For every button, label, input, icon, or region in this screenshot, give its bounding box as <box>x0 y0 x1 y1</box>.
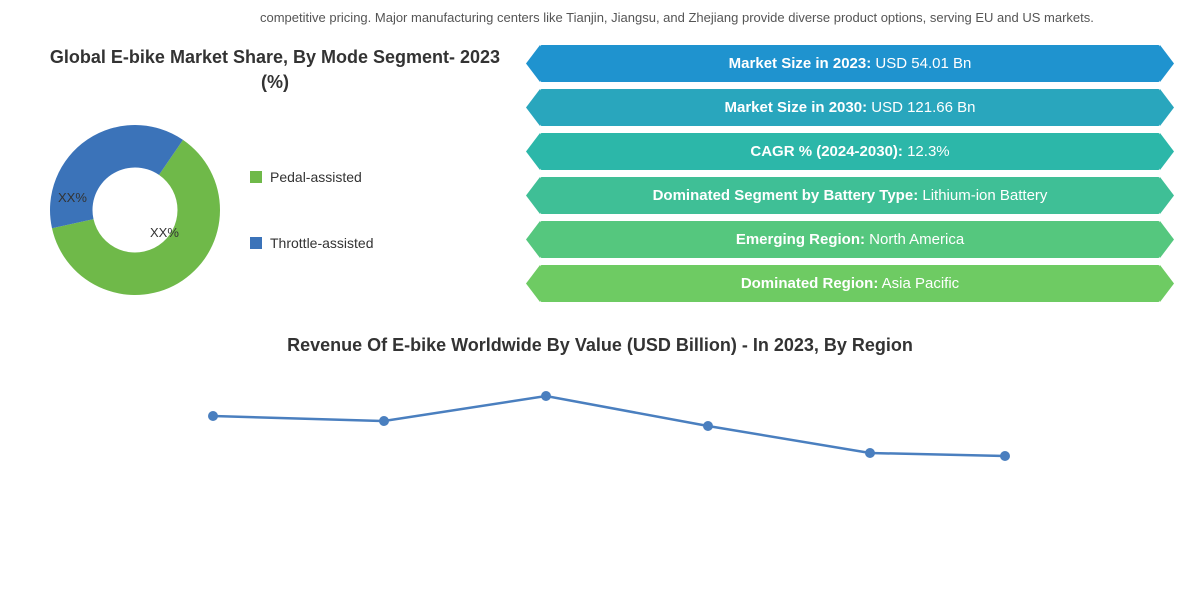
pie-slice-label: XX% <box>150 225 179 240</box>
stat-value: USD 121.66 Bn <box>867 99 975 116</box>
pie-column: Global E-bike Market Share, By Mode Segm… <box>40 45 510 305</box>
stat-value: North America <box>865 231 964 248</box>
main-content-row: Global E-bike Market Share, By Mode Segm… <box>40 45 1160 305</box>
legend-swatch <box>250 237 262 249</box>
legend-item: Pedal-assisted <box>250 169 373 185</box>
stat-bar: Market Size in 2030: USD 121.66 Bn <box>540 89 1160 126</box>
line-marker <box>541 391 551 401</box>
stat-value: 12.3% <box>903 143 950 160</box>
stat-value: USD 54.01 Bn <box>871 55 971 72</box>
line-chart-title: Revenue Of E-bike Worldwide By Value (US… <box>40 335 1160 356</box>
stat-label: Dominated Segment by Battery Type: <box>653 187 919 204</box>
line-chart <box>150 371 1050 471</box>
donut-chart: XX% XX% <box>40 115 230 305</box>
legend-label: Throttle-assisted <box>270 235 373 251</box>
stat-bar: CAGR % (2024-2030): 12.3% <box>540 133 1160 170</box>
stat-bar: Dominated Region: Asia Pacific <box>540 265 1160 302</box>
stat-label: CAGR % (2024-2030): <box>750 143 903 160</box>
stat-bar: Market Size in 2023: USD 54.01 Bn <box>540 45 1160 82</box>
line-marker <box>379 416 389 426</box>
stat-label: Market Size in 2023: <box>729 55 872 72</box>
line-marker <box>208 411 218 421</box>
line-series <box>213 396 1005 456</box>
pie-slice-label: XX% <box>58 190 87 205</box>
line-marker <box>865 448 875 458</box>
stat-bar: Dominated Segment by Battery Type: Lithi… <box>540 177 1160 214</box>
line-marker <box>703 421 713 431</box>
stat-label: Dominated Region: <box>741 275 879 292</box>
pie-area: XX% XX% Pedal-assisted Throttle-assisted <box>40 115 510 305</box>
legend-swatch <box>250 171 262 183</box>
stat-value: Lithium-ion Battery <box>918 187 1047 204</box>
line-chart-section: Revenue Of E-bike Worldwide By Value (US… <box>40 335 1160 471</box>
stat-label: Market Size in 2030: <box>725 99 868 116</box>
top-description-text: competitive pricing. Major manufacturing… <box>260 10 1160 25</box>
legend-item: Throttle-assisted <box>250 235 373 251</box>
stats-column: Market Size in 2023: USD 54.01 BnMarket … <box>540 45 1160 305</box>
pie-chart-title: Global E-bike Market Share, By Mode Segm… <box>40 45 510 95</box>
legend-label: Pedal-assisted <box>270 169 362 185</box>
line-marker <box>1000 451 1010 461</box>
pie-legend: Pedal-assisted Throttle-assisted <box>250 169 373 251</box>
stat-bar: Emerging Region: North America <box>540 221 1160 258</box>
stat-value: Asia Pacific <box>878 275 959 292</box>
stat-label: Emerging Region: <box>736 231 865 248</box>
